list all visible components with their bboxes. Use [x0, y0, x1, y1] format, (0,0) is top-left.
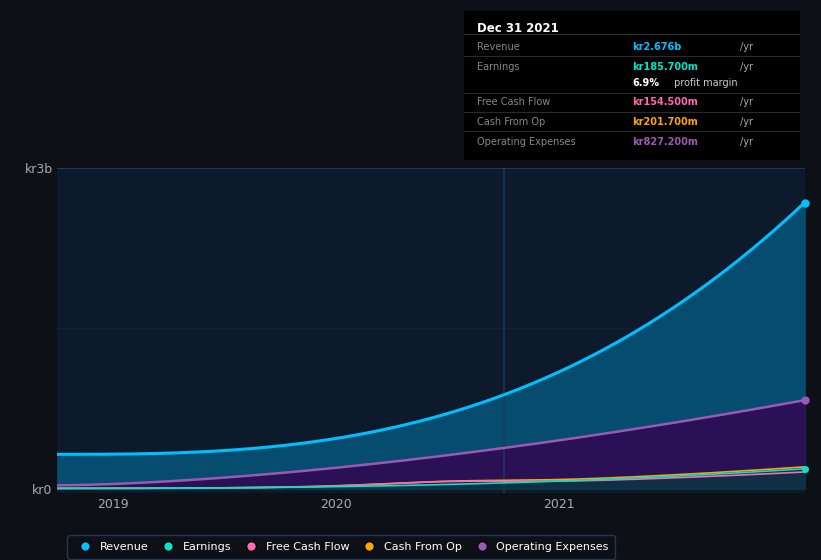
Text: kr201.700m: kr201.700m: [632, 116, 698, 127]
Text: /yr: /yr: [740, 97, 753, 108]
Text: Free Cash Flow: Free Cash Flow: [477, 97, 551, 108]
Text: /yr: /yr: [740, 116, 753, 127]
Text: /yr: /yr: [740, 42, 753, 52]
Text: Operating Expenses: Operating Expenses: [477, 137, 576, 147]
Text: Cash From Op: Cash From Op: [477, 116, 546, 127]
Text: kr154.500m: kr154.500m: [632, 97, 698, 108]
Text: profit margin: profit margin: [671, 78, 737, 88]
Text: 6.9%: 6.9%: [632, 78, 659, 88]
Text: kr827.200m: kr827.200m: [632, 137, 698, 147]
Text: /yr: /yr: [740, 137, 753, 147]
Text: Dec 31 2021: Dec 31 2021: [477, 22, 559, 35]
Text: kr185.700m: kr185.700m: [632, 62, 698, 72]
Text: Earnings: Earnings: [477, 62, 520, 72]
Text: kr2.676b: kr2.676b: [632, 42, 681, 52]
Text: /yr: /yr: [740, 62, 753, 72]
Legend: Revenue, Earnings, Free Cash Flow, Cash From Op, Operating Expenses: Revenue, Earnings, Free Cash Flow, Cash …: [67, 535, 615, 559]
Text: Revenue: Revenue: [477, 42, 520, 52]
